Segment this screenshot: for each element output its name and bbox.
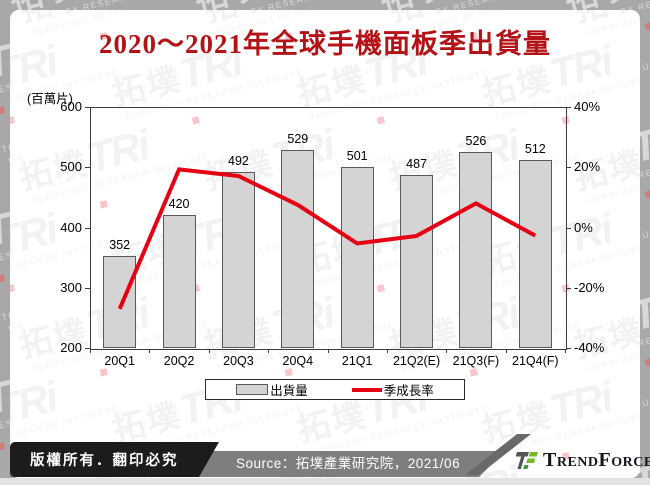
- x-axis-boundary-tickmark: [208, 349, 210, 353]
- x-axis-label-20Q4: 20Q4: [282, 354, 314, 368]
- right-axis-tick-label: 40%: [574, 99, 601, 114]
- x-axis-label-20Q3: 20Q3: [223, 354, 254, 368]
- bar-20Q1: [103, 256, 137, 348]
- left-axis-tick-label: 200: [60, 340, 82, 355]
- left-axis-tick-label: 600: [60, 99, 82, 114]
- chart-title: 2020～2021年全球手機面板季出貨量: [99, 29, 551, 59]
- bar-20Q3: [221, 172, 255, 348]
- watermark-red-dot-icon: [469, 368, 478, 377]
- legend-label-growth: 季成長率: [383, 384, 434, 398]
- plot-area: [90, 107, 567, 350]
- watermark-red-dot-icon: [0, 106, 5, 115]
- watermark-red-dot-icon: [284, 368, 293, 377]
- bar-value-label: 420: [168, 197, 190, 212]
- watermark-red-dot-icon: [10, 116, 15, 125]
- x-axis-boundary-tickmark: [446, 349, 448, 353]
- watermark-red-dot-icon: [644, 358, 650, 367]
- bar-value-label: 501: [346, 148, 368, 163]
- bottom-strip: [0, 478, 650, 485]
- right-axis-tickmark: [566, 348, 571, 349]
- growth-line: [117, 167, 537, 310]
- source-text: Source：拓墣產業研究院，2021/06: [236, 456, 461, 471]
- footer-copyright-bar: 版權所有．翻印必究: [10, 442, 219, 477]
- trendforce-logo-text: TrendForce: [543, 448, 650, 471]
- x-axis-label-20Q2: 20Q2: [163, 354, 195, 368]
- left-axis-tickmark: [85, 107, 90, 108]
- bar-value-label: 512: [524, 142, 546, 157]
- x-axis-boundary-tickmark: [268, 349, 270, 353]
- bar-swatch-icon: [236, 384, 269, 395]
- right-axis-tickmark: [566, 287, 571, 289]
- left-axis-tick-label: 400: [60, 219, 82, 235]
- legend: 出貨量 季成長率: [205, 379, 465, 400]
- left-axis-tickmark: [85, 287, 90, 289]
- copyright-text: 版權所有．翻印必究: [30, 453, 179, 469]
- x-axis-boundary-tickmark: [90, 349, 91, 353]
- left-axis-tickmark: [85, 167, 90, 169]
- x-axis-label-21Q1: 21Q1: [341, 354, 373, 368]
- bar-value-label: 352: [109, 238, 131, 253]
- left-axis-tickmark: [85, 348, 90, 349]
- left-axis-tickmark: [85, 227, 90, 229]
- x-axis-label-21Q3(F): 21Q3(F): [452, 354, 500, 368]
- watermark-red-dot-icon: [10, 284, 15, 293]
- bar-value-label: 487: [406, 157, 427, 172]
- x-axis-label-20Q1: 20Q1: [104, 354, 135, 368]
- trendforce-logo-icon: [516, 452, 538, 469]
- bar-21Q1: [340, 166, 374, 348]
- x-axis-boundary-tickmark: [149, 349, 151, 353]
- growth-line-path: [117, 167, 537, 310]
- legend-item-growth: 季成長率: [351, 380, 434, 399]
- bar-21Q4(F): [518, 160, 552, 348]
- bar-value-label: 526: [465, 133, 487, 148]
- left-axis-tick-label: 500: [60, 159, 82, 175]
- watermark-red-dot-icon: [99, 368, 108, 377]
- right-axis-tick-label: -20%: [574, 279, 605, 295]
- right-axis-tick-label: 0%: [574, 219, 593, 235]
- legend-label-shipments: 出貨量: [270, 384, 308, 398]
- bar-21Q3(F): [459, 151, 493, 348]
- bar-21Q2(E): [400, 175, 434, 348]
- watermark-red-dot-icon: [644, 190, 650, 199]
- right-axis-tickmark: [566, 107, 571, 108]
- left-axis-tick-label: 300: [60, 279, 82, 295]
- bar-value-label: 529: [287, 131, 309, 146]
- legend-item-shipments: 出貨量: [236, 380, 308, 399]
- right-axis-tick-label: 20%: [574, 159, 601, 175]
- x-axis-label-21Q4(F): 21Q4(F): [512, 354, 559, 368]
- line-swatch-icon: [351, 387, 382, 392]
- bar-20Q2: [162, 215, 196, 348]
- bar-value-label: 492: [228, 154, 249, 169]
- x-axis-label-21Q2(E): 21Q2(E): [392, 354, 441, 368]
- x-axis-boundary-tickmark: [505, 349, 507, 353]
- x-axis-boundary-tickmark: [565, 349, 566, 353]
- x-axis-boundary-tickmark: [386, 349, 388, 353]
- left-axis-unit-label: (百萬片): [27, 92, 73, 106]
- bar-20Q4: [281, 149, 315, 348]
- watermark-red-dot-icon: [0, 442, 5, 451]
- watermark-red-dot-icon: [644, 22, 650, 31]
- right-axis-tickmark: [566, 227, 571, 229]
- right-axis-tickmark: [566, 167, 571, 169]
- trendforce-logo: TrendForce: [516, 448, 650, 472]
- right-axis-tick-label: -40%: [574, 340, 605, 355]
- watermark-red-dot-icon: [0, 274, 5, 283]
- x-axis-boundary-tickmark: [327, 349, 329, 353]
